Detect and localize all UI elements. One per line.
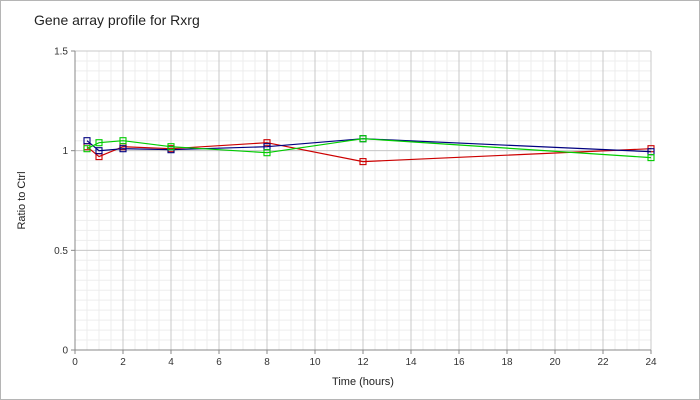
series-line-3: [86, 138, 652, 159]
x-tick-label: 12: [357, 357, 369, 368]
x-tick-label: 16: [453, 357, 465, 368]
series-1-marker: [359, 158, 367, 166]
series-2-marker: [263, 143, 271, 151]
chart-title: Gene array profile for Rxrg: [34, 12, 200, 28]
x-tick-label: 6: [216, 357, 222, 368]
series-3-marker: [263, 149, 271, 157]
series-3-marker: [83, 145, 91, 153]
series-2-marker: [95, 147, 103, 155]
x-tick-label: 4: [168, 357, 174, 368]
x-tick-label: 14: [405, 357, 417, 368]
x-tick-label: 18: [501, 357, 513, 368]
series-1-marker: [95, 153, 103, 161]
y-tick-label: 0: [62, 346, 68, 357]
series-1-marker: [263, 139, 271, 147]
x-tick-label: 2: [120, 357, 126, 368]
series-3-marker: [167, 143, 175, 151]
series-2-marker: [119, 145, 127, 153]
x-tick-label: 8: [264, 357, 270, 368]
series-2-marker: [83, 137, 91, 145]
axes: [71, 50, 652, 354]
y-axis-label: Ratio to Ctrl: [16, 171, 28, 229]
series-3-marker: [119, 137, 127, 145]
series-line-1: [86, 142, 652, 163]
series-2-marker: [647, 148, 655, 156]
x-axis-label: Time (hours): [332, 376, 394, 388]
series-layer: [83, 135, 655, 166]
y-tick-label: 1: [62, 146, 68, 157]
x-tick-label: 22: [597, 357, 609, 368]
y-tick-label: 1.5: [54, 47, 68, 58]
y-tick-label: 0.5: [54, 246, 68, 257]
x-tick-label: 20: [549, 357, 561, 368]
series-3-marker: [647, 154, 655, 162]
series-3-marker: [359, 135, 367, 143]
x-tick-label: 24: [645, 357, 657, 368]
series-3-marker: [95, 139, 103, 147]
x-tick-label: 10: [309, 357, 321, 368]
x-tick-label: 0: [72, 357, 78, 368]
